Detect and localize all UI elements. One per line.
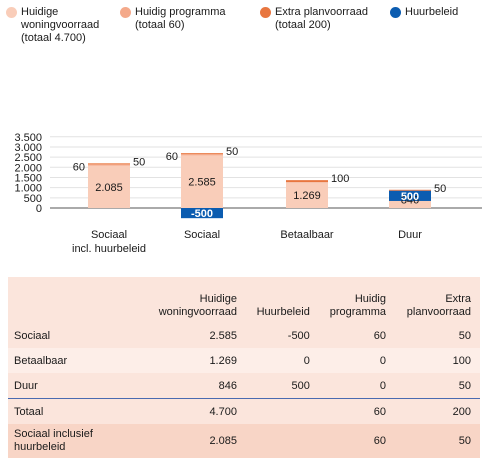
table-row: Sociaal inclusief huurbeleid 2.085 60 50 — [8, 424, 480, 458]
bar-segment — [88, 164, 130, 166]
x-tick-label: Duur — [398, 229, 422, 241]
y-tick-label: 3.500 — [14, 132, 42, 144]
legend-swatch-icon — [260, 7, 271, 18]
table-cell — [245, 398, 319, 424]
bar-segment — [286, 180, 328, 183]
bar-segment — [88, 165, 130, 208]
table-row: Sociaal 2.585 -500 60 50 — [8, 323, 480, 348]
y-tick-label: 0 — [36, 203, 42, 215]
y-tick-label: 500 — [24, 193, 42, 205]
row-label: Duur — [8, 373, 146, 399]
table-cell: -500 — [245, 323, 319, 348]
x-tick-label: incl. huurbeleid — [72, 243, 146, 255]
table-cell: 1.269 — [145, 348, 246, 373]
x-tick-label: Betaalbaar — [280, 229, 334, 241]
table-cell: 4.700 — [145, 398, 246, 424]
data-label: 846 — [401, 194, 419, 206]
table-cell: 50 — [395, 323, 480, 348]
row-label: Sociaal — [8, 323, 146, 348]
table-cell: 50 — [395, 424, 480, 458]
table-cell: 100 — [395, 348, 480, 373]
table-header-cell — [8, 277, 146, 323]
data-label: 1.269 — [293, 190, 321, 202]
bar-segment — [389, 189, 431, 191]
data-label: 60 — [166, 151, 178, 163]
table-cell: 50 — [395, 373, 480, 399]
legend-swatch-icon — [120, 7, 131, 18]
bar-segment — [88, 163, 130, 165]
legend-label: Huidig programma (totaal 60) — [135, 6, 226, 31]
table-cell: 60 — [318, 398, 395, 424]
data-label: 50 — [434, 183, 446, 195]
legend-swatch-icon — [390, 7, 401, 18]
table-cell: 60 — [318, 323, 395, 348]
bar-segment — [181, 154, 223, 156]
table-cell: 2.585 — [145, 323, 246, 348]
row-label: Totaal — [8, 398, 146, 424]
table-cell — [245, 424, 319, 458]
y-tick-label: 2.500 — [14, 152, 42, 164]
table-cell: 200 — [395, 398, 480, 424]
legend-label: Extra planvoorraad (totaal 200) — [275, 6, 368, 31]
data-label: -500 — [191, 208, 213, 220]
y-tick-label: 2.000 — [14, 162, 42, 174]
bar-segment — [181, 208, 223, 219]
table-row: Duur 846 500 0 50 — [8, 373, 480, 399]
table-row: Betaalbaar 1.269 0 0 100 — [8, 348, 480, 373]
table-cell: 60 — [318, 424, 395, 458]
table-header-row: Huidige woningvoorraad Huurbeleid Huidig pro… — [8, 277, 480, 323]
data-label: 100 — [331, 173, 349, 185]
table-cell: 846 — [145, 373, 246, 399]
legend-label: Huidige woningvoorraad (totaal 4.700) — [21, 6, 100, 44]
data-label: 500 — [401, 191, 419, 203]
table-header-cell: Huidig programma — [318, 277, 395, 323]
table-header-cell: Huidige woningvoorraad — [145, 277, 246, 323]
data-label: 60 — [73, 161, 85, 173]
bar-segment — [181, 155, 223, 208]
table-row: Totaal 4.700 60 200 — [8, 398, 480, 424]
y-tick-label: 1.500 — [14, 172, 42, 184]
legend-swatch-icon — [6, 7, 17, 18]
table-header-cell: Extra planvoorraad — [395, 277, 480, 323]
bar-segment — [389, 190, 431, 201]
data-label: 2.085 — [95, 182, 123, 194]
y-tick-label: 3.000 — [14, 142, 42, 154]
row-label: Betaalbaar — [8, 348, 146, 373]
data-table: Huidige woningvoorraad Huurbeleid Huidig pro… — [8, 277, 480, 458]
table-header-cell: Huurbeleid — [245, 277, 319, 323]
table-cell: 2.085 — [145, 424, 246, 458]
stacked-bar-chart: 3.5003.0002.5002.0001.5001.00050002.0856… — [14, 132, 482, 255]
row-label: Sociaal inclusief huurbeleid — [8, 424, 146, 458]
bar-segment — [181, 153, 223, 155]
x-tick-label: Sociaal — [91, 229, 127, 241]
data-label: 50 — [133, 156, 145, 168]
bar-segment — [286, 182, 328, 208]
data-label: 50 — [226, 146, 238, 158]
table-cell: 0 — [318, 348, 395, 373]
legend-label: Huurbeleid — [405, 6, 459, 18]
table-cell: 0 — [318, 373, 395, 399]
table-cell: 500 — [245, 373, 319, 399]
data-label: 2.585 — [188, 177, 216, 189]
x-tick-label: Sociaal — [184, 229, 220, 241]
table-cell: 0 — [245, 348, 319, 373]
chart-legend: Huidige woningvoorraad (totaal 4.700) Huidi… — [6, 6, 482, 54]
y-tick-label: 1.000 — [14, 183, 42, 195]
